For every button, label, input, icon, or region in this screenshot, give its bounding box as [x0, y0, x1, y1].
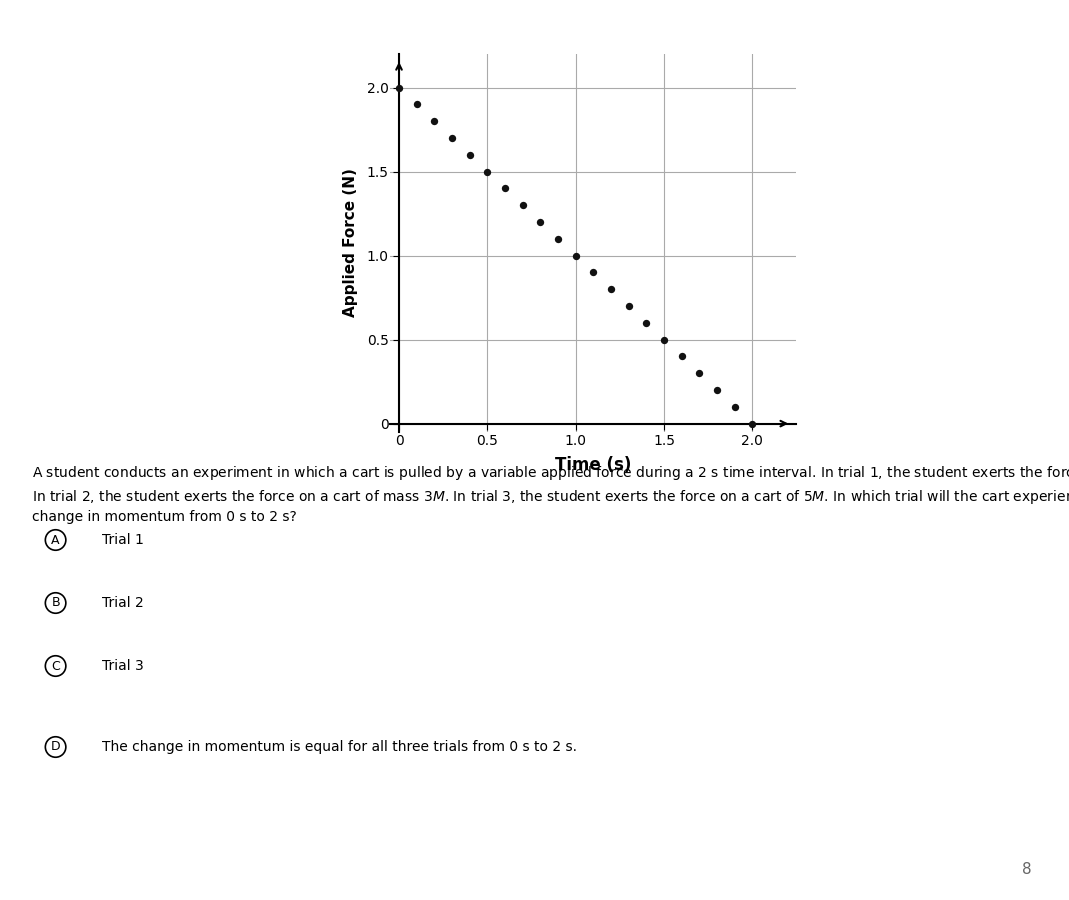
Text: D: D — [50, 741, 61, 753]
X-axis label: Time (s): Time (s) — [555, 456, 632, 474]
Point — [479, 165, 496, 179]
Text: A: A — [51, 534, 60, 546]
Text: Trial 1: Trial 1 — [102, 533, 143, 547]
Point — [514, 198, 531, 212]
Point — [496, 181, 513, 195]
Point — [744, 417, 761, 431]
Point — [655, 332, 672, 347]
Point — [585, 266, 602, 280]
Text: Trial 3: Trial 3 — [102, 659, 143, 673]
Y-axis label: Applied Force (N): Applied Force (N) — [343, 168, 358, 318]
Point — [691, 366, 708, 381]
Point — [726, 400, 743, 414]
Point — [709, 382, 726, 397]
Point — [673, 349, 691, 364]
Point — [603, 282, 620, 296]
Text: change in momentum from 0 s to 2 s?: change in momentum from 0 s to 2 s? — [32, 510, 297, 525]
Point — [390, 80, 407, 94]
Text: 8: 8 — [1022, 862, 1032, 878]
Text: Trial 2: Trial 2 — [102, 596, 143, 610]
Point — [444, 130, 461, 145]
Text: B: B — [51, 597, 60, 609]
Point — [408, 97, 425, 112]
Point — [425, 114, 443, 129]
Point — [620, 299, 637, 313]
Text: The change in momentum is equal for all three trials from 0 s to 2 s.: The change in momentum is equal for all … — [102, 740, 576, 754]
Point — [567, 248, 584, 263]
Point — [531, 215, 548, 230]
Text: In trial 2, the student exerts the force on a cart of mass 3$M$. In trial 3, the: In trial 2, the student exerts the force… — [32, 488, 1069, 506]
Point — [549, 231, 567, 246]
Text: C: C — [51, 660, 60, 672]
Point — [638, 316, 655, 330]
Text: A student conducts an experiment in which a cart is pulled by a variable applied: A student conducts an experiment in whic… — [32, 464, 1069, 482]
Point — [461, 148, 478, 162]
